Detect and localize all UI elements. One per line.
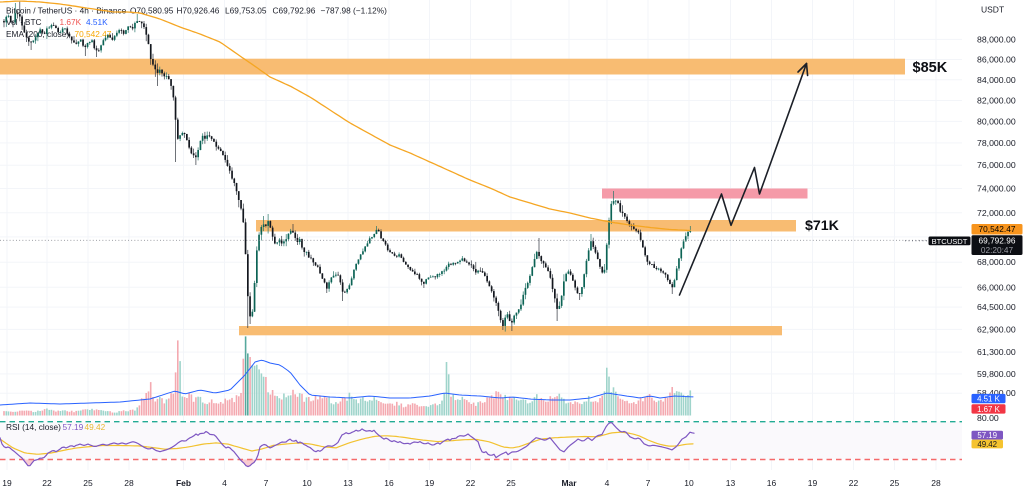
svg-text:H70,926.46: H70,926.46 (177, 6, 220, 16)
svg-text:4: 4 (222, 478, 227, 488)
svg-text:C69,792.96: C69,792.96 (273, 6, 316, 16)
svg-text:22: 22 (42, 478, 52, 488)
svg-text:88,000.00: 88,000.00 (977, 34, 1016, 44)
svg-text:72,000.00: 72,000.00 (977, 208, 1016, 218)
svg-text:02:20:47: 02:20:47 (981, 245, 1014, 255)
svg-text:28: 28 (124, 478, 134, 488)
svg-text:10: 10 (302, 478, 312, 488)
svg-text:13: 13 (343, 478, 353, 488)
svg-text:$71K: $71K (805, 218, 840, 234)
svg-text:4.51 K: 4.51 K (977, 395, 1001, 404)
svg-text:80,000.00: 80,000.00 (977, 116, 1016, 126)
svg-text:19: 19 (808, 478, 818, 488)
svg-text:L69,753.05: L69,753.05 (225, 6, 267, 16)
svg-text:1.67K: 1.67K (60, 17, 82, 27)
svg-text:28: 28 (931, 478, 941, 488)
svg-text:59,800.00: 59,800.00 (977, 369, 1016, 379)
svg-text:BTCUSDT: BTCUSDT (932, 237, 968, 246)
svg-text:7: 7 (646, 478, 651, 488)
svg-text:70,542.47: 70,542.47 (979, 224, 1016, 234)
svg-text:69,792.96: 69,792.96 (979, 236, 1016, 246)
svg-text:25: 25 (83, 478, 93, 488)
svg-text:Bitcoin / TetherUS · 4h · Bina: Bitcoin / TetherUS · 4h · Binance (6, 6, 127, 16)
svg-text:13: 13 (726, 478, 736, 488)
svg-text:−787.98 (−1.12%): −787.98 (−1.12%) (321, 6, 388, 16)
svg-text:74,000.00: 74,000.00 (977, 184, 1016, 194)
svg-text:57.19: 57.19 (63, 422, 84, 432)
svg-text:25: 25 (506, 478, 516, 488)
svg-text:57.19: 57.19 (977, 431, 997, 440)
svg-text:64,500.00: 64,500.00 (977, 302, 1016, 312)
svg-text:78,000.00: 78,000.00 (977, 138, 1016, 148)
svg-text:Feb: Feb (176, 478, 191, 488)
svg-text:22: 22 (466, 478, 476, 488)
svg-text:16: 16 (767, 478, 777, 488)
svg-text:1.67 K: 1.67 K (977, 405, 1001, 414)
svg-text:76,000.00: 76,000.00 (977, 160, 1016, 170)
svg-text:58,400.00: 58,400.00 (977, 388, 1016, 398)
svg-text:86,000.00: 86,000.00 (977, 55, 1016, 65)
svg-text:4: 4 (605, 478, 610, 488)
svg-text:16: 16 (384, 478, 394, 488)
svg-text:Mar: Mar (561, 478, 577, 488)
svg-text:70,542.47: 70,542.47 (75, 29, 112, 39)
svg-text:10: 10 (684, 478, 694, 488)
svg-text:84,000.00: 84,000.00 (977, 75, 1016, 85)
svg-text:Vol · BTC: Vol · BTC (6, 17, 42, 27)
svg-text:25: 25 (890, 478, 900, 488)
svg-text:7: 7 (264, 478, 269, 488)
svg-text:$85K: $85K (913, 60, 948, 76)
svg-text:RSI (14, close): RSI (14, close) (6, 422, 61, 432)
svg-text:61,300.00: 61,300.00 (977, 347, 1016, 357)
svg-text:82,000.00: 82,000.00 (977, 96, 1016, 106)
svg-text:66,000.00: 66,000.00 (977, 282, 1016, 292)
svg-text:49.42: 49.42 (85, 422, 106, 432)
svg-text:O70,580.95: O70,580.95 (130, 6, 174, 16)
svg-text:80.00: 80.00 (977, 413, 999, 423)
svg-text:49.42: 49.42 (977, 440, 997, 449)
svg-text:62,900.00: 62,900.00 (977, 324, 1016, 334)
svg-text:19: 19 (2, 478, 12, 488)
svg-text:19: 19 (425, 478, 435, 488)
svg-text:22: 22 (849, 478, 859, 488)
svg-text:USDT: USDT (981, 5, 1004, 15)
svg-text:68,000.00: 68,000.00 (977, 257, 1016, 267)
svg-text:4.51K: 4.51K (86, 17, 108, 27)
